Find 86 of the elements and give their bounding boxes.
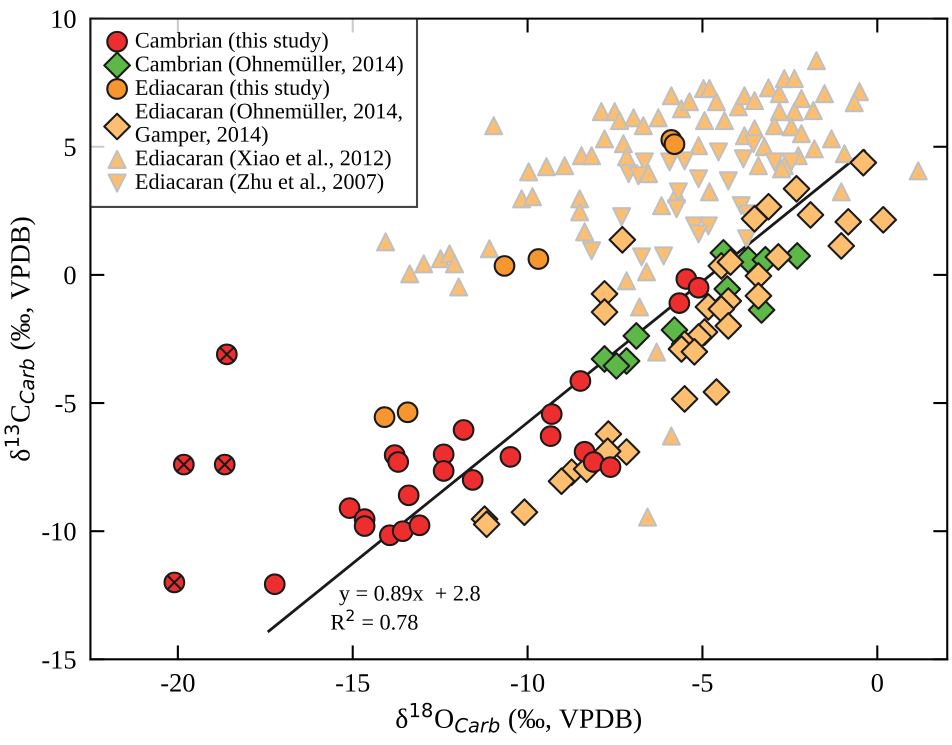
- point: [764, 152, 784, 172]
- point: [849, 148, 878, 177]
- point: [667, 199, 686, 218]
- point: [716, 248, 744, 276]
- point: [472, 510, 501, 538]
- point: [600, 456, 622, 478]
- y-axis-title: δ$^{13}$C$_{Carb}$ (‰, VPDB): [4, 218, 36, 461]
- point: [782, 152, 801, 172]
- legend-label: Ediacaran (Xiao et al., 2012): [136, 150, 391, 170]
- point: [540, 403, 563, 425]
- point: [744, 282, 772, 310]
- point: [714, 312, 742, 340]
- x-tick-label: -20: [161, 674, 194, 692]
- point: [654, 246, 674, 266]
- point: [500, 446, 522, 468]
- point: [392, 520, 414, 542]
- annotation: y = 0.89x + 2.8: [339, 586, 480, 606]
- x-tick-label: -5: [692, 674, 712, 692]
- point: [734, 149, 753, 168]
- point: [452, 419, 474, 441]
- point: [164, 572, 186, 594]
- x-axis-title: δ$^{18}$O$_{Carb}$ (‰, VPDB): [396, 702, 641, 734]
- annotation: R$^{2}$ = 0.78: [330, 609, 418, 630]
- point: [608, 226, 636, 254]
- point: [622, 322, 650, 350]
- point: [396, 401, 418, 424]
- point: [744, 134, 764, 154]
- point: [408, 514, 430, 536]
- point: [740, 204, 768, 233]
- point: [869, 206, 898, 234]
- y-tick-label: 5: [64, 138, 76, 156]
- point: [214, 454, 236, 476]
- point: [796, 201, 824, 229]
- x-tick-label: -10: [510, 674, 544, 692]
- y-tick-label: -5: [56, 394, 76, 412]
- point: [462, 469, 484, 491]
- x-tick-label: -15: [336, 674, 370, 692]
- point: [632, 247, 652, 267]
- legend-label: Ediacaran (Zhu et al., 2007): [136, 173, 384, 194]
- point: [548, 467, 576, 496]
- point: [216, 343, 238, 366]
- point: [432, 460, 455, 482]
- point: [670, 385, 698, 413]
- point: [510, 498, 538, 526]
- point: [668, 292, 690, 314]
- x-tick-label: 0: [872, 674, 883, 692]
- point: [680, 338, 708, 366]
- y-tick-label: 0: [64, 266, 76, 284]
- point: [172, 454, 195, 476]
- point: [264, 573, 286, 596]
- point: [827, 232, 856, 260]
- point: [782, 174, 810, 203]
- point: [689, 169, 708, 188]
- point: [540, 425, 562, 447]
- legend-label: Ediacaran (this study): [136, 79, 329, 100]
- point: [612, 207, 632, 226]
- point: [374, 406, 396, 428]
- point: [582, 241, 602, 260]
- point: [387, 451, 410, 473]
- point: [702, 378, 730, 406]
- y-tick-label: -10: [42, 522, 76, 541]
- point: [698, 216, 718, 236]
- point: [764, 243, 792, 271]
- point: [708, 142, 728, 162]
- point: [736, 229, 756, 248]
- point: [528, 248, 550, 270]
- point: [354, 515, 376, 537]
- legend-label: Cambrian (this study): [136, 32, 328, 52]
- point: [834, 208, 862, 236]
- point: [688, 276, 710, 299]
- y-tick-label: 10: [52, 10, 76, 28]
- point: [675, 151, 694, 170]
- legend-label: Cambrian (Ohnemüller, 2014): [136, 56, 403, 76]
- point: [338, 497, 360, 519]
- point: [582, 451, 605, 473]
- point: [602, 352, 630, 380]
- point: [689, 224, 708, 244]
- point: [590, 298, 618, 326]
- point: [754, 192, 782, 221]
- legend-label: Ediacaran (Ohnemüller, 2014, Gamper, 2014): [136, 102, 402, 146]
- point: [494, 255, 516, 277]
- point: [570, 370, 592, 392]
- y-tick-label: -15: [42, 651, 76, 669]
- point: [718, 171, 738, 190]
- point: [664, 133, 686, 156]
- point: [398, 484, 420, 506]
